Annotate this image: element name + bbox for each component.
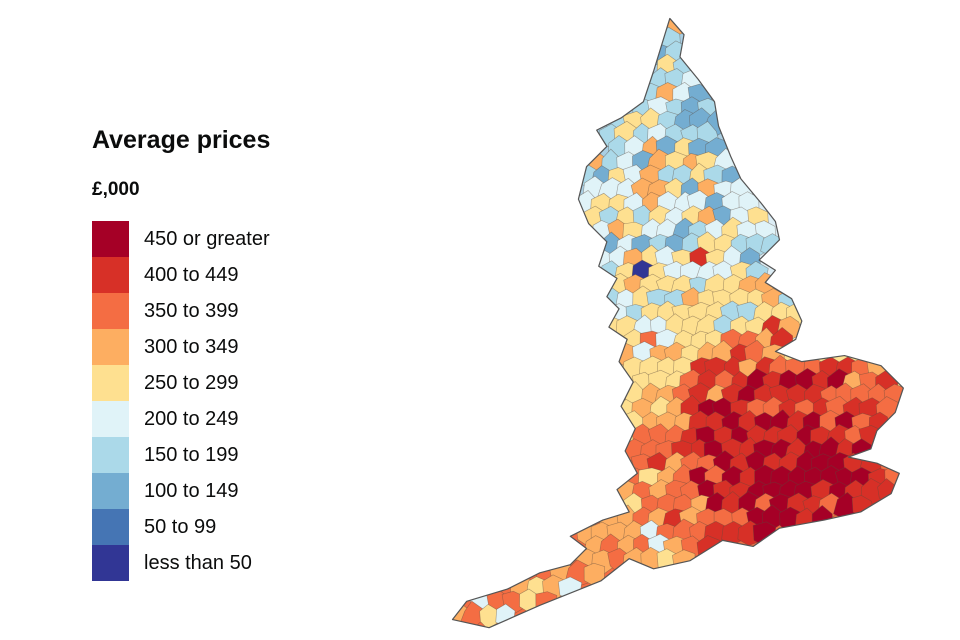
map-regions bbox=[452, 18, 904, 628]
legend-swatch bbox=[92, 545, 129, 581]
legend-item: 200 to 249 bbox=[92, 401, 392, 437]
legend-item-label: 350 to 399 bbox=[144, 300, 239, 322]
legend-swatch bbox=[92, 437, 129, 473]
legend-swatch bbox=[92, 365, 129, 401]
legend-item: 250 to 299 bbox=[92, 365, 392, 401]
legend-swatch bbox=[92, 221, 129, 257]
england-map-svg bbox=[451, 17, 904, 629]
legend-swatch bbox=[92, 509, 129, 545]
legend-item-label: 100 to 149 bbox=[144, 480, 239, 502]
legend-unit: £,000 bbox=[92, 179, 140, 200]
legend-item: 150 to 199 bbox=[92, 437, 392, 473]
legend-item: 50 to 99 bbox=[92, 509, 392, 545]
england-choropleth-map bbox=[418, 4, 948, 636]
legend-items: 450 or greater 400 to 449 350 to 399 300 to… bbox=[92, 221, 392, 581]
legend-item-label: 400 to 449 bbox=[144, 264, 239, 286]
legend-swatch bbox=[92, 329, 129, 365]
legend-item-label: 200 to 249 bbox=[144, 408, 239, 430]
legend-item: 300 to 349 bbox=[92, 329, 392, 365]
legend-item-label: 300 to 349 bbox=[144, 336, 239, 358]
legend-item-label: 450 or greater bbox=[144, 228, 270, 250]
legend-item-label: 50 to 99 bbox=[144, 516, 217, 538]
legend-item: 450 or greater bbox=[92, 221, 392, 257]
legend-swatch bbox=[92, 257, 129, 293]
legend-item: 400 to 449 bbox=[92, 257, 392, 293]
legend-item-label: 150 to 199 bbox=[144, 444, 239, 466]
legend-swatch bbox=[92, 473, 129, 509]
legend-swatch bbox=[92, 293, 129, 329]
legend-title: Average prices bbox=[92, 126, 271, 154]
legend-item-label: less than 50 bbox=[144, 552, 252, 574]
map-legend: Average prices £,000 450 or greater 400 t… bbox=[92, 126, 392, 581]
legend-item: less than 50 bbox=[92, 545, 392, 581]
legend-item-label: 250 to 299 bbox=[144, 372, 239, 394]
england-coastline-outline bbox=[451, 17, 904, 629]
legend-item: 100 to 149 bbox=[92, 473, 392, 509]
legend-item: 350 to 399 bbox=[92, 293, 392, 329]
legend-swatch bbox=[92, 401, 129, 437]
